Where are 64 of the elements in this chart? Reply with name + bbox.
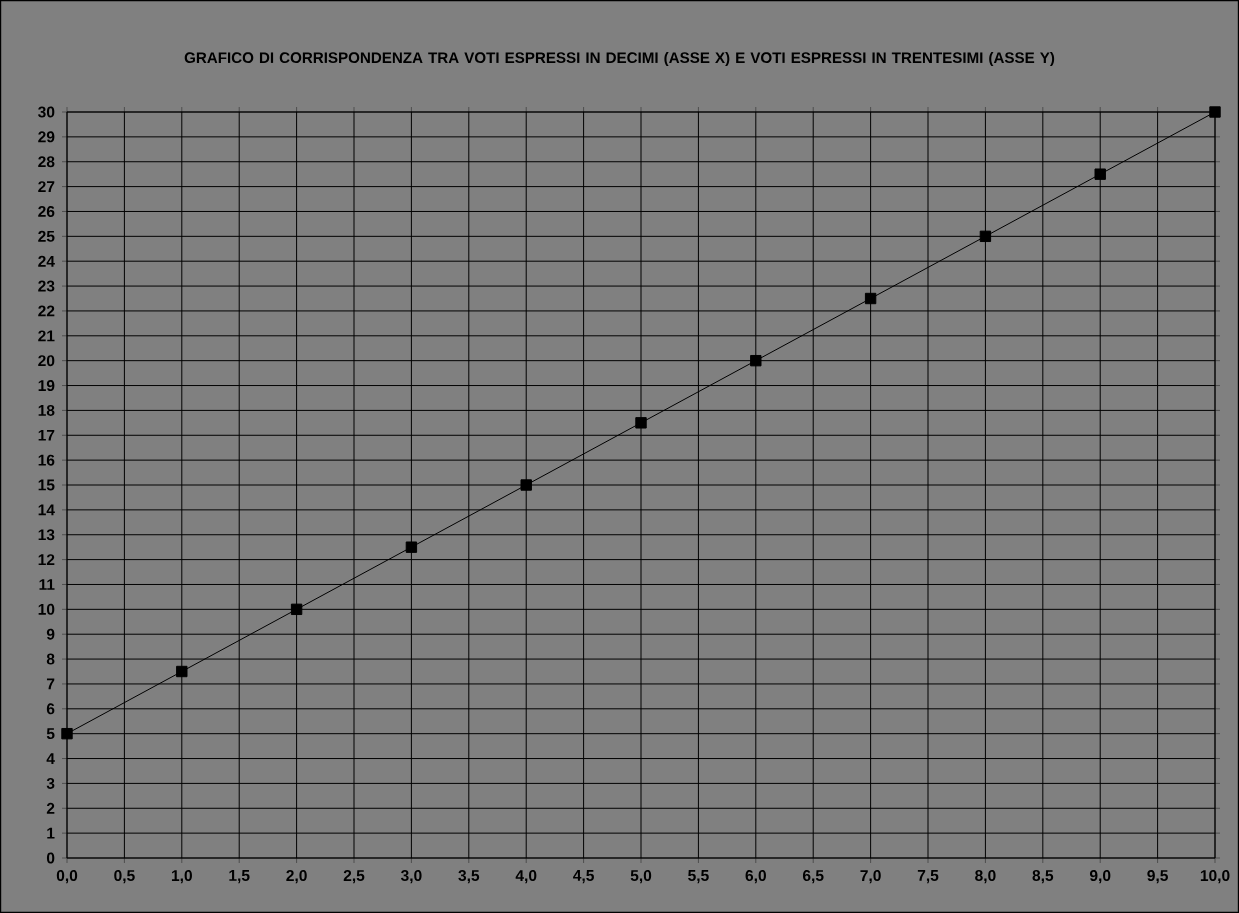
y-tick-label: 24: [38, 255, 55, 267]
point: [290, 603, 303, 616]
y-tick-label: 11: [39, 579, 55, 590]
x-tick-label: 5,0: [630, 870, 652, 884]
y-tick-label: 14: [38, 504, 55, 516]
y-tick-label: 8: [46, 653, 55, 665]
y-tick-label: 1: [47, 827, 55, 839]
x-tick-label: 6,0: [745, 870, 766, 884]
x-tick-label: 1,5: [229, 870, 250, 884]
point: [979, 230, 992, 243]
x-tick-label: 5,5: [688, 870, 709, 884]
point: [750, 354, 762, 367]
chart-title: GRAFICO DI CORRISPONDENZA TRA VOTI ESPRESSI IN DECIMI (ASSE X) E VOTI ESPRESSI IN TRENTESIMI (ASSE Y): [184, 51, 1055, 67]
y-tick-label: 20: [38, 355, 55, 367]
y-tick-label: 9: [46, 628, 55, 640]
x-tick-label: 1,0: [171, 870, 192, 884]
point: [1094, 168, 1106, 180]
y-tick-label: 25: [38, 230, 55, 242]
y-tick-label: 18: [38, 404, 55, 416]
y-tick-label: 5: [46, 728, 55, 740]
y-tick-label: 12: [38, 554, 55, 566]
x-tick-label: 9,0: [1089, 870, 1111, 884]
y-tick-label: 2: [46, 802, 55, 814]
x-tick-label: 2,5: [343, 870, 365, 884]
point: [1209, 106, 1221, 118]
x-tick-label: 8,5: [1032, 870, 1054, 884]
x-tick-label: 3,5: [458, 870, 480, 884]
y-tick-label: 16: [38, 454, 55, 466]
point: [61, 727, 73, 740]
y-tick-label: 23: [38, 280, 55, 292]
y-tick-label: 4: [46, 753, 55, 764]
x-tick-label: 9,5: [1147, 870, 1168, 884]
y-tick-label: 15: [38, 479, 55, 491]
point: [864, 292, 877, 305]
x-tick-label: 10,0: [1200, 870, 1230, 884]
x-tick-label: 3,0: [400, 870, 422, 884]
y-tick-label: 3: [46, 777, 55, 789]
y-tick-label: 17: [38, 429, 55, 441]
y-tick-label: 0: [46, 852, 55, 864]
y-tick-label: 30: [38, 106, 55, 118]
point: [520, 479, 532, 491]
x-tick-label: 2,0: [286, 870, 307, 884]
y-tick-label: 7: [46, 678, 55, 690]
y-tick-label: 13: [38, 529, 55, 541]
y-tick-label: 6: [46, 703, 55, 715]
x-tick-label: 7,5: [917, 870, 939, 884]
x-tick-label: 0,5: [114, 870, 135, 884]
x-tick-label: 4,0: [515, 870, 537, 884]
x-tick-label: 0,0: [56, 870, 78, 884]
y-tick-label: 26: [38, 205, 55, 217]
y-tick-label: 21: [38, 330, 55, 342]
y-tick-label: 19: [38, 380, 55, 392]
point: [405, 541, 418, 553]
y-tick-label: 28: [38, 156, 55, 168]
y-tick-label: 29: [38, 131, 55, 143]
y-tick-label: 22: [38, 305, 55, 317]
point: [176, 665, 188, 678]
y-tick-label: 27: [38, 181, 55, 193]
x-tick-label: 8,0: [975, 870, 996, 884]
point: [635, 417, 647, 429]
x-tick-label: 7,0: [860, 870, 881, 884]
x-tick-label: 6,5: [802, 870, 824, 884]
y-tick-label: 10: [38, 603, 55, 615]
x-tick-label: 4,5: [573, 870, 594, 884]
